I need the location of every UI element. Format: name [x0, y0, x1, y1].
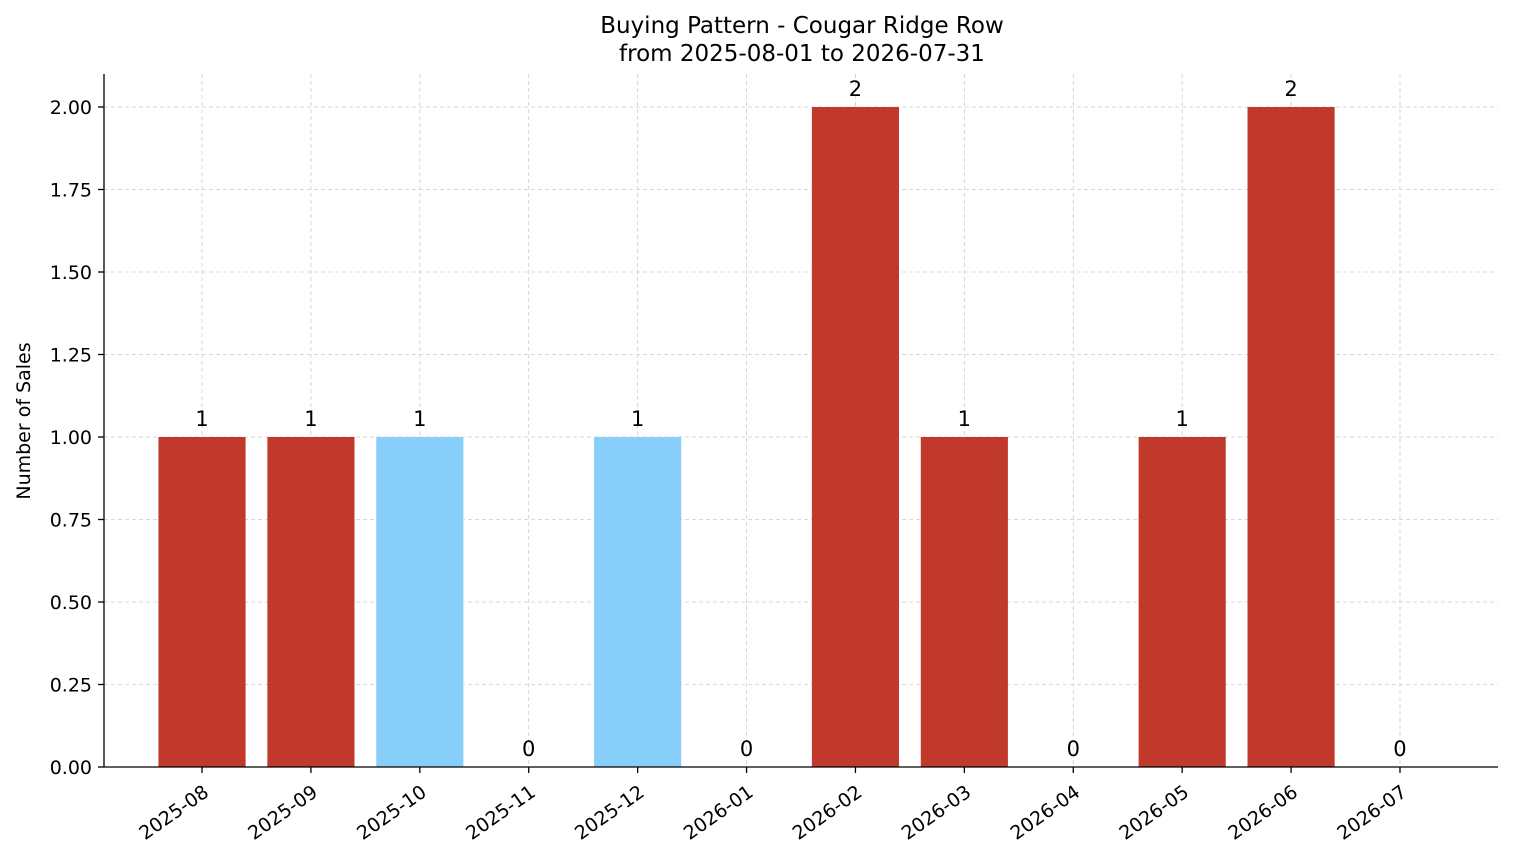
bars [158, 107, 1335, 767]
bar [1247, 107, 1335, 767]
y-tick-label: 1.00 [50, 427, 92, 449]
data-label: 1 [631, 407, 644, 431]
y-axis-label: Number of Sales [13, 342, 35, 499]
data-label: 1 [195, 407, 208, 431]
y-tick-label: 1.75 [50, 180, 92, 202]
y-tick-label: 0.75 [50, 510, 92, 532]
x-tick-label: 2025-10 [353, 781, 431, 845]
data-label: 0 [740, 737, 753, 761]
bar [1138, 437, 1226, 767]
data-label: 0 [1393, 737, 1406, 761]
bar [811, 107, 900, 767]
y-tick-label: 1.50 [50, 262, 92, 284]
bar [376, 437, 464, 767]
data-label: 0 [522, 737, 535, 761]
x-tick-label: 2025-08 [135, 781, 213, 845]
x-tick-label: 2025-12 [571, 781, 649, 845]
x-tick-label: 2026-04 [1006, 781, 1084, 845]
data-label: 1 [304, 407, 317, 431]
data-label: 0 [1067, 737, 1080, 761]
y-tick-label: 0.50 [50, 592, 92, 614]
bar [920, 437, 1008, 767]
axes [98, 74, 1498, 773]
chart-title: Buying Pattern - Cougar Ridge Row [600, 13, 1004, 39]
x-tick-label: 2026-06 [1224, 781, 1302, 845]
x-tick-label: 2025-11 [462, 781, 540, 845]
y-tick-label: 0.00 [50, 757, 92, 779]
data-labels: 1 1 1 0 1 0 2 1 0 1 2 0 [195, 77, 1406, 761]
x-tick-label: 2026-02 [789, 781, 867, 845]
bar [594, 437, 682, 767]
data-label: 2 [849, 77, 862, 101]
data-label: 1 [958, 407, 971, 431]
bar [158, 437, 246, 767]
x-tick-label: 2025-09 [244, 781, 322, 845]
x-tick-label: 2026-05 [1115, 781, 1193, 845]
chart-subtitle: from 2025-08-01 to 2026-07-31 [619, 41, 985, 67]
bar [267, 437, 355, 767]
x-tick-label: 2026-01 [680, 781, 758, 845]
x-tick-label: 2026-03 [898, 781, 976, 845]
y-tick-label: 2.00 [50, 97, 92, 119]
data-label: 1 [1175, 407, 1188, 431]
y-tick-label: 0.25 [50, 675, 92, 697]
y-tick-label: 1.25 [50, 345, 92, 367]
data-label: 2 [1284, 77, 1297, 101]
x-tick-label: 2026-07 [1333, 781, 1411, 845]
data-label: 1 [413, 407, 426, 431]
